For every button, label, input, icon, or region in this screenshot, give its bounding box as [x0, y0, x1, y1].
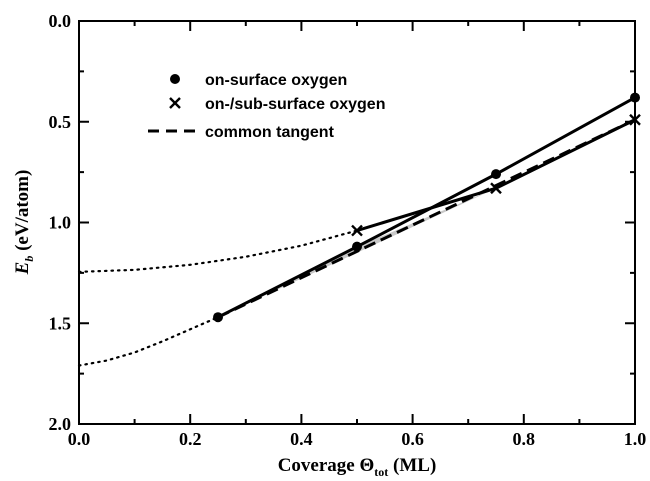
- x-tick-labels: 0.0 0.2 0.4 0.6 0.8 1.0: [68, 429, 647, 449]
- y-tick-label: 0.5: [49, 112, 72, 132]
- legend-label-on-sub-surface: on-/sub-surface oxygen: [205, 96, 385, 113]
- y-tick-label: 2.0: [49, 414, 72, 434]
- x-axis-title: Coverage Θtot (ML): [278, 455, 437, 479]
- axis-ticks: [78, 20, 636, 425]
- legend-marker-x: [169, 97, 181, 109]
- plot-frame: [78, 20, 636, 425]
- x-tick-label: 0.4: [290, 429, 313, 449]
- y-tick-labels: 0.0 0.5 1.0 1.5 2.0: [49, 11, 72, 434]
- on-sub-surface-point: [351, 224, 363, 237]
- on-surface-point: [630, 92, 640, 103]
- x-tick-label: 0.6: [401, 429, 424, 449]
- y-tick-label: 0.0: [49, 11, 72, 31]
- legend-label-on-surface: on-surface oxygen: [205, 72, 347, 89]
- series-markers: [213, 92, 641, 323]
- on-sub-surface-point: [629, 113, 641, 126]
- dotted-extrapolations: [77, 229, 359, 367]
- y-tick-label: 1.0: [49, 213, 72, 233]
- on-sub-surface-point: [490, 182, 502, 195]
- dotted-extrapolation-line: [77, 229, 359, 273]
- x-tick-label: 0.0: [68, 429, 91, 449]
- x-tick-label: 1.0: [624, 429, 647, 449]
- on-surface-point: [213, 312, 223, 323]
- common-tangent-line: [217, 118, 636, 319]
- x-tick-label: 0.2: [179, 429, 202, 449]
- y-axis-title: Eb (eV/atom): [12, 170, 36, 276]
- legend: on-surface oxygen on-/sub-surface oxygen…: [148, 72, 385, 141]
- on-surface-point: [491, 169, 501, 180]
- legend-marker-circle: [170, 74, 180, 84]
- legend-label-tangent: common tangent: [205, 124, 335, 141]
- x-tick-label: 0.8: [513, 429, 536, 449]
- on-surface-point: [352, 241, 362, 252]
- y-tick-label: 1.5: [49, 313, 72, 333]
- dotted-extrapolation-line: [77, 316, 220, 367]
